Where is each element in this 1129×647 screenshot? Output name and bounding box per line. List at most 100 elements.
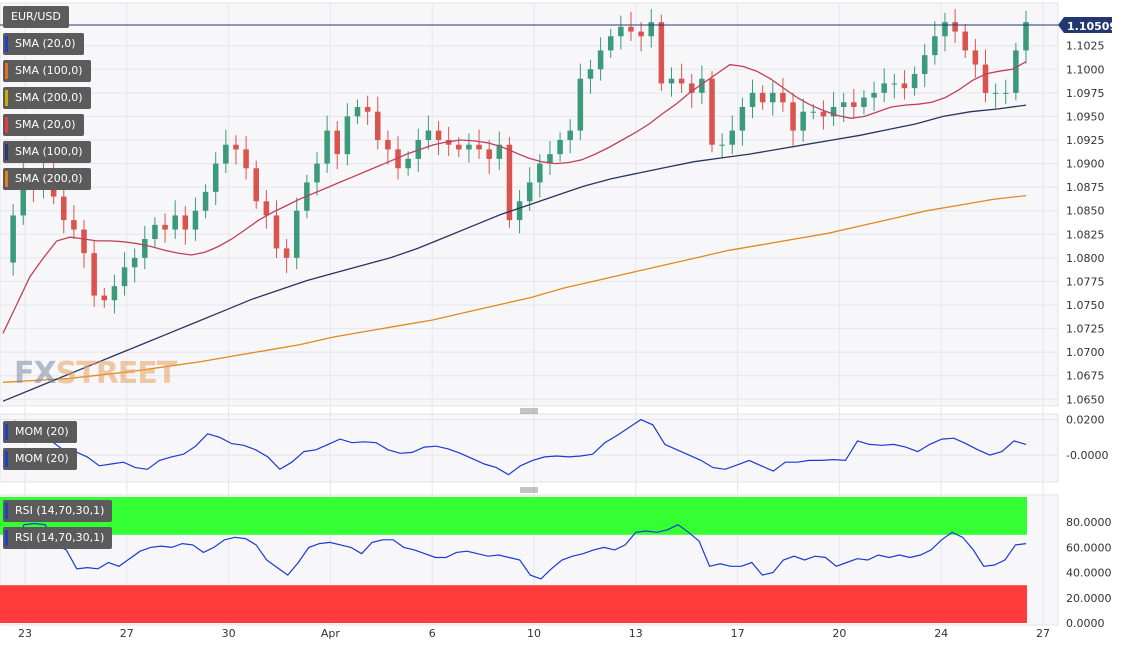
candle-body: [830, 107, 837, 117]
candle: [425, 115, 432, 150]
candle-body: [840, 102, 847, 107]
price-tick-label: 1.0975: [1066, 87, 1105, 100]
candle-body: [901, 83, 908, 89]
candle-body: [364, 107, 371, 112]
legend-color-swatch: [5, 171, 8, 187]
candle-body: [678, 78, 685, 84]
candle-body: [375, 111, 381, 140]
candle-body: [111, 286, 118, 301]
candle: [121, 252, 128, 296]
candle-body: [456, 144, 462, 150]
legend-sma100-a[interactable]: SMA (100,0): [3, 60, 91, 82]
last-price-value: 1.10509: [1067, 20, 1117, 33]
candle-body: [688, 83, 695, 93]
candle-body: [263, 201, 270, 216]
candle-body: [739, 107, 746, 131]
candle: [324, 115, 330, 173]
candle: [668, 67, 675, 97]
candle: [334, 121, 341, 170]
candle: [577, 63, 584, 140]
legend-sma100-b[interactable]: SMA (100,0): [3, 141, 91, 163]
legend-label: SMA (200,0): [15, 91, 83, 104]
panel-resize-handle-2[interactable]: [520, 487, 538, 493]
legend-rsi-a[interactable]: RSI (14,70,30,1): [3, 500, 113, 522]
candle-body: [314, 163, 320, 183]
rsi-tick-label: 40.0000: [1066, 567, 1112, 580]
legend-rsi-b[interactable]: RSI (14,70,30,1): [3, 527, 113, 549]
candle-body: [871, 92, 877, 98]
legend-mom-a[interactable]: MOM (20): [3, 421, 77, 443]
time-tick-label: 10: [527, 627, 541, 640]
time-tick-label: 27: [120, 627, 134, 640]
candle-body: [719, 144, 725, 146]
candle: [982, 49, 989, 103]
candle-body: [243, 149, 249, 169]
rsi-tick-label: 80.0000: [1066, 516, 1112, 529]
candle: [486, 140, 492, 174]
candle-body: [334, 130, 341, 155]
candle-body: [557, 140, 563, 155]
candle-body: [749, 92, 756, 107]
candle: [871, 81, 877, 111]
candle: [597, 37, 604, 81]
candle-body: [628, 26, 634, 32]
candle: [364, 95, 371, 125]
price-tick-label: 1.0675: [1066, 370, 1105, 383]
candle-body: [962, 31, 968, 51]
rsi-overbought-zone: [0, 497, 1027, 535]
candle: [901, 70, 908, 100]
grid-lines: [0, 3, 1058, 625]
candle-body: [780, 92, 786, 103]
candle: [891, 74, 898, 99]
candle: [61, 185, 67, 234]
price-tick-label: 1.0800: [1066, 252, 1105, 265]
candle-body: [658, 22, 665, 84]
candle-body: [233, 144, 239, 150]
candle: [263, 189, 270, 229]
candle: [354, 99, 361, 124]
legend-label: SMA (20,0): [15, 118, 76, 131]
panel-resize-handle-1[interactable]: [520, 408, 538, 414]
candle-body: [932, 36, 938, 56]
candle: [820, 100, 827, 130]
price-tick-label: 1.0875: [1066, 181, 1105, 194]
candle-body: [425, 130, 432, 140]
candle: [516, 189, 523, 234]
candle: [152, 217, 158, 247]
candle: [182, 206, 189, 245]
candle: [851, 89, 857, 119]
candle: [131, 248, 138, 283]
candle-body: [952, 22, 958, 32]
candle-body: [516, 201, 523, 221]
legend-sma20-a[interactable]: SMA (20,0): [3, 33, 84, 55]
candle-body: [587, 69, 594, 79]
legend-color-swatch: [5, 451, 8, 467]
rsi-tick-label: 60.0000: [1066, 541, 1112, 554]
candle-body: [192, 210, 199, 230]
candle: [243, 136, 249, 180]
price-tick-label: 1.0700: [1066, 346, 1105, 359]
rsi-tick-label: 20.0000: [1066, 592, 1112, 605]
legend-mom-b[interactable]: MOM (20): [3, 448, 77, 470]
time-tick-label: 27: [1036, 627, 1050, 640]
legend-color-swatch: [5, 503, 8, 519]
candle-body: [61, 196, 67, 221]
momentum-panel-bg: [0, 413, 1059, 483]
legend-sma200-b[interactable]: SMA (200,0): [3, 168, 91, 190]
candle-body: [1023, 22, 1029, 51]
candle: [375, 96, 381, 150]
candle-body: [1002, 92, 1009, 94]
candle-body: [283, 248, 290, 258]
candle-body: [405, 158, 411, 169]
candle-body: [182, 215, 189, 230]
time-tick-label: 23: [18, 627, 32, 640]
symbol-tag[interactable]: EUR/USD: [3, 6, 69, 28]
legend-sma200-a[interactable]: SMA (200,0): [3, 87, 91, 109]
candle-body: [577, 78, 584, 131]
legend-color-swatch: [5, 36, 8, 52]
candle-body: [212, 163, 219, 192]
candle: [435, 121, 442, 156]
legend-sma20-b[interactable]: SMA (20,0): [3, 114, 84, 136]
candle: [557, 132, 563, 162]
candle: [719, 133, 725, 158]
